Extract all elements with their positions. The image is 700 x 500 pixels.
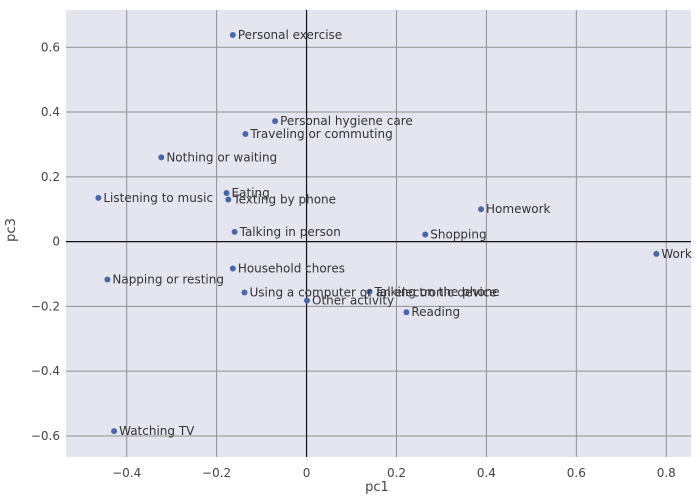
point-label: Talking on the phone xyxy=(374,285,500,299)
data-point xyxy=(223,190,230,197)
plot-area xyxy=(66,10,691,457)
point-label: Traveling or commuting xyxy=(249,127,392,141)
y-tick-label: 0 xyxy=(52,235,60,249)
y-tick-label: 0.2 xyxy=(41,170,60,184)
x-tick-label: −0.2 xyxy=(202,466,231,480)
point-label: Talking in person xyxy=(239,225,341,239)
y-tick-label: −0.2 xyxy=(31,299,60,313)
point-label: Work xyxy=(661,247,691,261)
zero-lines xyxy=(66,10,691,457)
point-label: Texting by phone xyxy=(232,192,336,206)
data-point xyxy=(304,297,311,304)
x-tick-label: 0.2 xyxy=(387,466,406,480)
x-tick-label: 0.8 xyxy=(657,466,676,480)
point-label: Listening to music xyxy=(103,191,213,205)
y-axis-title: pc3 xyxy=(4,218,19,242)
y-tick-label: 0.6 xyxy=(41,40,60,54)
data-point xyxy=(231,228,238,235)
data-point xyxy=(366,288,373,295)
y-tick-label: −0.4 xyxy=(31,364,60,378)
data-point xyxy=(653,250,660,257)
y-axis-ticks: −0.6 −0.4 −0.2 0 0.2 0.4 0.6 xyxy=(31,40,60,443)
point-label: Using a computer or an electronic device xyxy=(250,285,497,299)
data-point xyxy=(111,428,118,435)
grid xyxy=(66,10,691,457)
data-point xyxy=(229,265,236,272)
point-label: Reading xyxy=(411,305,460,319)
x-tick-label: 0.6 xyxy=(567,466,586,480)
x-axis-title: pc1 xyxy=(365,480,389,495)
point-label: Homework xyxy=(486,202,551,216)
data-point xyxy=(242,131,249,138)
point-label: Watching TV xyxy=(119,424,195,438)
x-tick-label: −0.4 xyxy=(112,466,141,480)
data-point xyxy=(229,31,236,38)
point-label: Napping or resting xyxy=(112,272,224,286)
point-label: Household chores xyxy=(238,261,345,275)
point-label: Other activity xyxy=(312,294,394,308)
x-tick-label: 0 xyxy=(303,466,311,480)
data-point xyxy=(158,154,165,161)
data-point xyxy=(95,194,102,201)
data-point xyxy=(225,196,232,203)
data-point xyxy=(241,289,248,296)
y-tick-label: 0.4 xyxy=(41,105,60,119)
data-point xyxy=(272,118,279,125)
y-tick-label: −0.6 xyxy=(31,429,60,443)
data-point xyxy=(478,206,485,213)
point-label: Nothing or waiting xyxy=(166,150,277,164)
data-point xyxy=(403,309,410,316)
point-label: Eating xyxy=(232,186,270,200)
data-point xyxy=(104,276,111,283)
point-labels: Personal exercise Personal hygiene careTr… xyxy=(103,28,691,438)
point-label: Personal hygiene care xyxy=(280,114,413,128)
data-point xyxy=(422,231,429,238)
x-axis-ticks: −0.4 −0.2 0 0.2 0.4 0.6 0.8 xyxy=(112,466,676,480)
point-label: Personal exercise xyxy=(238,28,342,42)
x-tick-label: 0.4 xyxy=(477,466,496,480)
point-label: Shopping xyxy=(430,227,486,241)
data-points xyxy=(95,31,660,435)
